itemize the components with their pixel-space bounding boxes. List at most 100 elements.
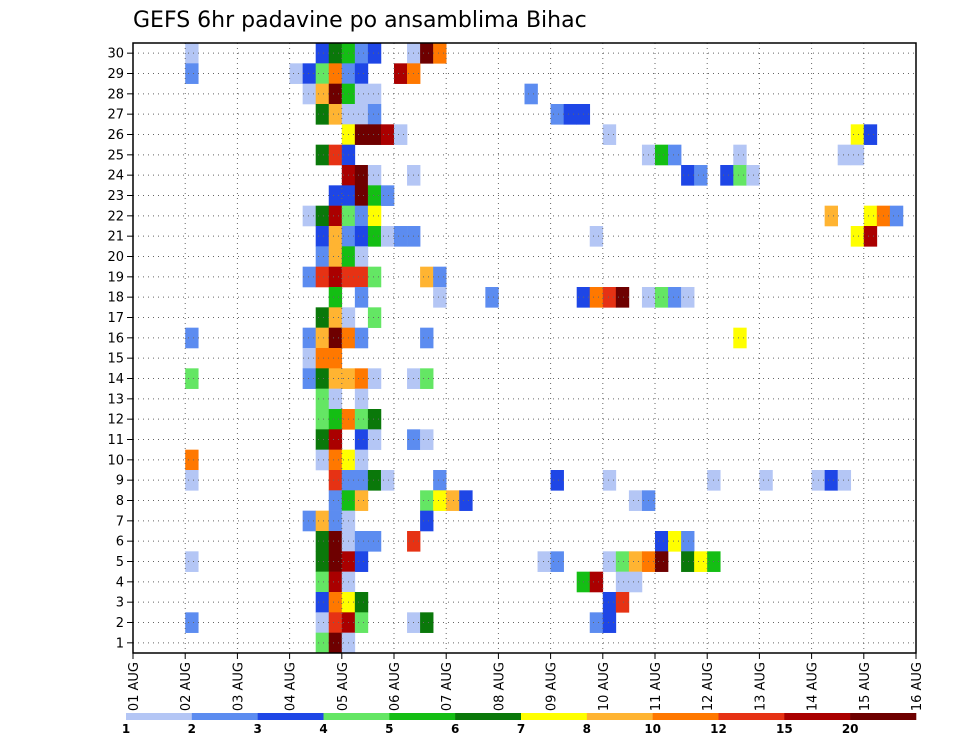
heatmap-cell xyxy=(302,205,316,227)
heatmap-cell xyxy=(394,63,408,84)
heatmap-cell xyxy=(420,429,434,450)
heatmap-cell xyxy=(380,185,395,206)
heatmap-cell xyxy=(420,327,434,349)
grid-lines xyxy=(133,43,916,653)
heatmap-cell xyxy=(589,571,604,593)
heatmap-cell xyxy=(328,144,343,166)
heatmap-cell xyxy=(328,226,343,247)
colorbar-label: 20 xyxy=(842,722,859,736)
y-tick-label: 20 xyxy=(107,250,124,265)
heatmap-cell xyxy=(394,226,408,247)
heatmap-cell xyxy=(315,348,330,369)
heatmap-cell xyxy=(889,205,904,227)
heatmap-cell xyxy=(759,470,773,491)
heatmap-cell xyxy=(328,470,343,491)
heatmap-cell xyxy=(354,470,369,491)
heatmap-cell xyxy=(315,409,330,430)
heatmap-cell xyxy=(315,307,330,328)
heatmap-cell xyxy=(328,246,343,267)
heatmap-cell xyxy=(185,612,199,633)
colorbar-label: 3 xyxy=(253,722,261,736)
heatmap-cell xyxy=(446,490,460,511)
heatmap-cell xyxy=(380,226,395,247)
heatmap-cell xyxy=(328,429,343,450)
heatmap-cell xyxy=(628,490,643,511)
heatmap-cell xyxy=(328,63,343,84)
colorbar-swatch xyxy=(257,713,324,720)
heatmap-cell xyxy=(863,124,878,145)
heatmap-cell xyxy=(655,287,669,308)
heatmap-cell xyxy=(354,246,369,267)
heatmap-cell xyxy=(863,226,878,247)
heatmap-cell xyxy=(354,83,369,105)
y-tick-label: 7 xyxy=(116,514,124,529)
heatmap-cell xyxy=(185,368,199,389)
heatmap-cells xyxy=(185,43,904,654)
heatmap-cell xyxy=(315,551,330,572)
y-tick-label: 10 xyxy=(107,453,124,468)
heatmap-cell xyxy=(328,510,343,532)
heatmap-cell xyxy=(354,409,369,430)
heatmap-cell xyxy=(655,551,669,572)
heatmap-cell xyxy=(668,144,682,166)
y-tick-label: 19 xyxy=(107,270,124,285)
heatmap-cell xyxy=(615,287,630,308)
heatmap-cell xyxy=(354,165,369,186)
heatmap-cell xyxy=(315,510,330,532)
heatmap-cell xyxy=(602,287,617,308)
heatmap-cell xyxy=(589,226,604,247)
y-tick-label: 29 xyxy=(107,67,124,82)
heatmap-cell xyxy=(302,327,316,349)
heatmap-cell xyxy=(837,144,852,166)
heatmap-cell xyxy=(328,327,343,349)
heatmap-cell xyxy=(315,246,330,267)
heatmap-cell xyxy=(354,551,369,572)
y-tick-label: 12 xyxy=(107,413,124,428)
colorbar-label: 7 xyxy=(517,722,525,736)
heatmap-cell xyxy=(302,266,316,288)
heatmap-cell xyxy=(589,287,604,308)
heatmap-cell xyxy=(485,287,499,308)
heatmap-cell xyxy=(315,266,330,288)
heatmap-cell xyxy=(602,592,617,613)
heatmap-cell xyxy=(524,83,538,105)
heatmap-cell xyxy=(863,205,878,227)
heatmap-cell xyxy=(367,368,382,389)
colorbar-label: 10 xyxy=(644,722,661,736)
heatmap-cell xyxy=(602,124,617,145)
chart-title: GEFS 6hr padavine po ansamblima Bihac xyxy=(133,8,587,33)
heatmap-cell xyxy=(550,551,564,572)
heatmap-cell xyxy=(837,470,852,491)
heatmap-cell xyxy=(628,571,643,593)
heatmap-cell xyxy=(185,63,199,84)
heatmap-cell xyxy=(328,104,343,125)
heatmap-cell xyxy=(367,83,382,105)
heatmap-cell xyxy=(315,83,330,105)
heatmap-cell xyxy=(628,551,643,572)
x-tick-label: 16 AUG xyxy=(910,662,925,711)
plot-frame xyxy=(132,42,917,654)
heatmap-cell xyxy=(354,124,369,145)
heatmap-cell xyxy=(367,185,382,206)
heatmap-cell xyxy=(420,510,434,532)
y-tick-label: 6 xyxy=(116,535,124,550)
heatmap-cell xyxy=(720,165,734,186)
y-tick-label: 11 xyxy=(107,433,124,448)
heatmap-cell xyxy=(328,266,343,288)
heatmap-cell xyxy=(315,592,330,613)
heatmap-cell xyxy=(354,287,369,308)
heatmap-cell xyxy=(668,287,682,308)
heatmap-cell xyxy=(354,205,369,227)
heatmap-cell xyxy=(367,43,382,64)
heatmap-cell xyxy=(185,327,199,349)
colorbar-swatch xyxy=(389,713,456,720)
heatmap-cell xyxy=(315,429,330,450)
heatmap-cell xyxy=(615,571,630,593)
heatmap-cell xyxy=(328,592,343,613)
x-tick-label: 08 AUG xyxy=(492,662,507,711)
heatmap-cell xyxy=(328,307,343,328)
heatmap-cell xyxy=(185,449,199,471)
colorbar-swatch xyxy=(521,713,588,720)
heatmap-cell xyxy=(733,165,747,186)
heatmap-cell xyxy=(602,470,617,491)
